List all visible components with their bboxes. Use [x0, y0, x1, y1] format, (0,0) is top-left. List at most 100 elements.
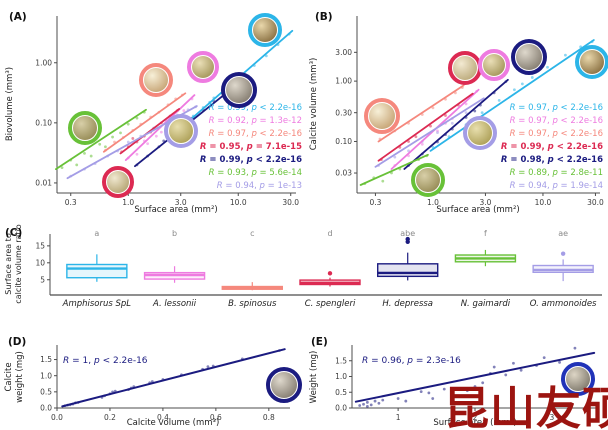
svg-text:10.0: 10.0	[230, 198, 247, 207]
svg-text:5: 5	[40, 275, 45, 284]
foram-shell-image	[369, 103, 395, 129]
svg-text:R = 0.99, p < 2.2e-16: R = 0.99, p < 2.2e-16	[200, 155, 302, 165]
foram-shell-image	[483, 54, 505, 76]
svg-text:Surface area (mm²): Surface area (mm²)	[134, 205, 217, 215]
species-icon-b-spinosus	[139, 63, 173, 97]
foram-shell-image	[253, 18, 277, 42]
foram-shell-image	[271, 372, 297, 398]
svg-text:b: b	[172, 229, 177, 238]
svg-text:Calcite volume (mm³): Calcite volume (mm³)	[127, 418, 220, 428]
species-icon-c-spengleri	[102, 166, 134, 198]
svg-text:Surface area (mm²): Surface area (mm²)	[433, 418, 516, 428]
svg-text:3.0: 3.0	[175, 198, 187, 207]
foram-shell-image	[516, 44, 542, 70]
svg-text:d: d	[327, 229, 332, 238]
panel-label-d: (D)	[8, 336, 27, 348]
svg-text:1.00: 1.00	[335, 77, 352, 86]
foram-shell-image	[192, 56, 214, 78]
panel-label-c: (C)	[5, 227, 23, 239]
foram-shell-image	[453, 56, 477, 80]
svg-text:f: f	[484, 229, 487, 238]
svg-text:1.0: 1.0	[40, 371, 52, 380]
svg-text:R = 0.95, p = 7.1e-15: R = 0.95, p = 7.1e-15	[200, 142, 302, 152]
svg-text:Calcite: Calcite	[4, 362, 14, 391]
panel-label-e: (E)	[311, 336, 328, 348]
species-icon-n-gaimardi	[68, 111, 102, 145]
foram-shell-image	[226, 77, 252, 103]
svg-text:1.5: 1.5	[335, 356, 347, 365]
foram-shell-image	[566, 367, 590, 391]
species-icon-a-lessonii	[478, 49, 510, 81]
svg-text:R = 0.92, p = 1.3e-12: R = 0.92, p = 1.3e-12	[209, 116, 302, 126]
svg-text:0.8: 0.8	[263, 413, 275, 422]
svg-text:Calcite volume (mm³): Calcite volume (mm³)	[309, 58, 319, 151]
species-icon-h-depressa	[511, 39, 547, 75]
panel-e-chart: 1 2 3 0.0 0.5 1.0 1.5 Surface area (mm²) Weight …	[309, 345, 598, 428]
foram-shell-image	[144, 68, 168, 92]
svg-text:3: 3	[549, 413, 554, 422]
panel-b-chart: 0.3 1.0 3.0 10.0 30.0 0.03 0.10 0.30 1.00 3.00 Sur…	[309, 16, 604, 215]
svg-text:1: 1	[396, 413, 401, 422]
svg-text:R = 0.93, p = 5.6e-14: R = 0.93, p = 5.6e-14	[209, 168, 302, 178]
svg-text:c: c	[250, 229, 254, 238]
svg-text:R = 0.99, p < 2.2e-16: R = 0.99, p < 2.2e-16	[501, 142, 603, 152]
panel-label-a: (A)	[9, 11, 27, 23]
species-icon-h-depressa	[561, 362, 595, 396]
svg-text:abe: abe	[400, 229, 415, 238]
svg-text:0.0: 0.0	[51, 413, 63, 422]
svg-text:calcite volume ratio: calcite volume ratio	[14, 224, 23, 303]
svg-text:a: a	[94, 229, 99, 238]
svg-text:Surface area (mm²): Surface area (mm²)	[436, 205, 519, 215]
svg-text:0.6: 0.6	[210, 413, 222, 422]
species-icon-o-ammonoides	[463, 116, 497, 150]
foram-shell-image	[73, 116, 97, 140]
svg-text:2: 2	[473, 413, 478, 422]
svg-text:R = 0.96, p = 2.3e-16: R = 0.96, p = 2.3e-16	[362, 356, 461, 366]
svg-text:C. spengleri: C. spengleri	[305, 299, 356, 309]
svg-text:weight (mg): weight (mg)	[15, 351, 25, 403]
svg-text:30.0: 30.0	[587, 198, 604, 207]
svg-text:0.10: 0.10	[335, 137, 352, 146]
svg-text:Surface area to: Surface area to	[4, 233, 13, 295]
svg-text:H. depressa: H. depressa	[382, 299, 433, 309]
foram-shell-image	[107, 171, 129, 193]
svg-text:1.5: 1.5	[40, 355, 52, 364]
svg-text:1.0: 1.0	[427, 198, 439, 207]
svg-text:R = 0.97, p < 2.2e-16: R = 0.97, p < 2.2e-16	[510, 103, 603, 113]
panel-c-chart: 5 10 15 Surface area to calcite volume ratio…	[4, 224, 602, 309]
svg-text:Biovolume (mm³): Biovolume (mm³)	[5, 67, 15, 141]
svg-text:0.3: 0.3	[369, 198, 381, 207]
svg-text:N. gaimardi: N. gaimardi	[461, 299, 511, 309]
svg-text:1.0: 1.0	[122, 198, 134, 207]
svg-text:Weight (mg): Weight (mg)	[309, 351, 319, 404]
foram-shell-image	[580, 50, 604, 74]
svg-text:O. ammonoides: O. ammonoides	[530, 299, 597, 309]
svg-text:1.00: 1.00	[35, 58, 52, 67]
svg-text:0.5: 0.5	[40, 387, 52, 396]
svg-text:0.03: 0.03	[335, 169, 352, 178]
svg-text:10.0: 10.0	[535, 198, 552, 207]
svg-text:0.5: 0.5	[335, 388, 347, 397]
species-icon-h-depressa	[266, 367, 302, 403]
svg-text:15: 15	[35, 241, 45, 250]
svg-text:R = 0.97, p < 2.2e-16: R = 0.97, p < 2.2e-16	[209, 129, 302, 139]
svg-text:0.01: 0.01	[35, 179, 52, 188]
svg-text:1.0: 1.0	[335, 372, 347, 381]
panel-d-chart: 0.0 0.2 0.4 0.6 0.8 0.0 0.5 1.0 1.5 Calcite volum…	[4, 345, 290, 428]
species-icon-h-depressa	[221, 72, 257, 108]
species-icon-b-spinosus	[364, 98, 400, 134]
svg-text:R = 0.97, p < 2.2e-16: R = 0.97, p < 2.2e-16	[510, 129, 603, 139]
svg-text:R = 0.98, p < 2.2e-16: R = 0.98, p < 2.2e-16	[501, 155, 603, 165]
species-icon-n-gaimardi	[411, 163, 445, 197]
svg-text:Amphisorus SpL: Amphisorus SpL	[62, 299, 132, 309]
svg-text:0.10: 0.10	[35, 118, 52, 127]
svg-text:0.2: 0.2	[104, 413, 116, 422]
species-icon-amphisorus-spl	[575, 45, 608, 79]
svg-text:R = 0.99, p < 2.2e-16: R = 0.99, p < 2.2e-16	[209, 103, 302, 113]
svg-text:R = 0.94, p = 1.9e-14: R = 0.94, p = 1.9e-14	[510, 181, 603, 191]
svg-text:30.0: 30.0	[282, 198, 299, 207]
svg-text:A. lessonii: A. lessonii	[152, 299, 197, 309]
svg-text:B. spinosus: B. spinosus	[228, 299, 277, 309]
svg-text:R = 0.97, p < 2.2e-16: R = 0.97, p < 2.2e-16	[510, 116, 603, 126]
